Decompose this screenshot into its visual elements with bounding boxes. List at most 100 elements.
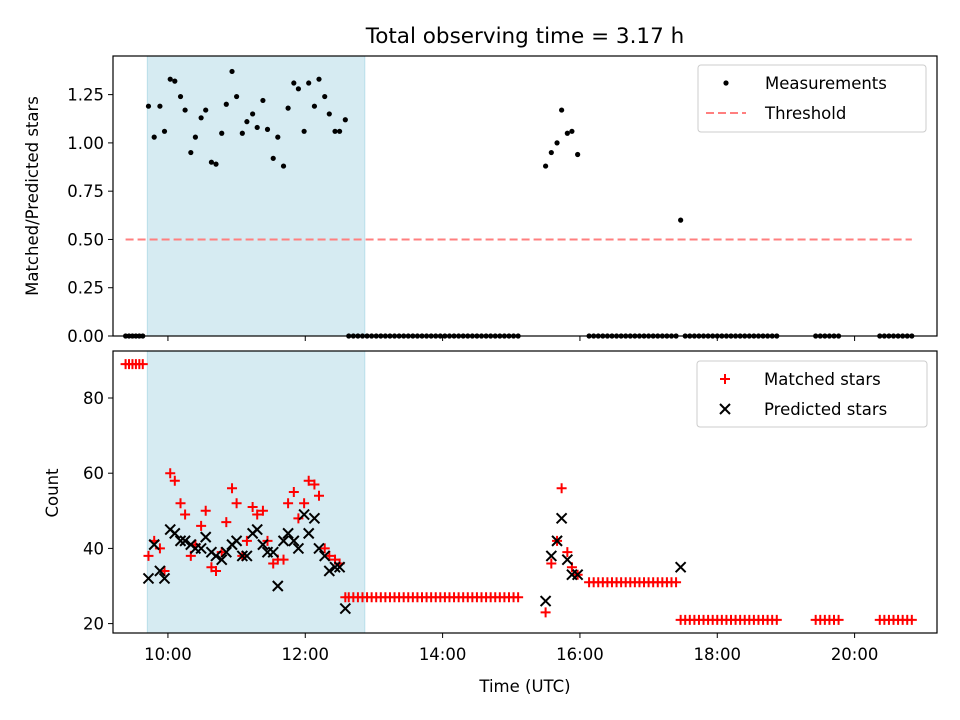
plot-frame-bottom (112, 350, 938, 634)
predicted-star-point (158, 572, 171, 585)
predicted-star-point (555, 512, 568, 525)
series-layer-bottom (120, 359, 917, 625)
measurement-point (177, 93, 184, 100)
measurement-point (337, 128, 343, 134)
measurement-point (213, 161, 219, 167)
measurement-point (182, 107, 188, 113)
measurement-point (239, 130, 245, 136)
measurement-point (198, 115, 204, 121)
matched-star-point (165, 468, 176, 479)
panel-top: 0.00 0.25 0.50 0.75 1.00 1.25 Matched/Predict… (23, 55, 938, 346)
matched-star-point (137, 359, 148, 370)
predicted-star-point (154, 565, 166, 577)
measurement-point (208, 159, 215, 165)
y-tick-label-bottom: 40 (83, 539, 104, 558)
matched-star-point (906, 614, 917, 625)
predicted-star-point (319, 550, 331, 562)
predicted-star-point (308, 512, 321, 525)
y-tick-label-top: 1.25 (67, 86, 104, 105)
predicted-star-point (241, 550, 253, 562)
y-tick-label-top: 0.25 (67, 279, 104, 298)
measurement-point (244, 119, 250, 125)
y-tick-label-bottom: 60 (83, 464, 104, 483)
predicted-star-point (313, 542, 325, 555)
measurement-point (564, 130, 570, 136)
legend-top: Measurements Threshold (697, 64, 927, 133)
measurement-point (223, 101, 229, 107)
y-axis-bottom: 20 40 60 80 (83, 389, 113, 634)
matched-star-point (252, 509, 263, 520)
legend-swatch (720, 374, 730, 384)
measurement-point (554, 140, 560, 146)
measurement-point (157, 103, 163, 109)
predicted-star-point (288, 535, 300, 547)
matched-star-point (180, 509, 191, 520)
measurement-point (192, 134, 198, 140)
matched-star-point (833, 614, 844, 625)
measurement-point (151, 134, 157, 140)
x-tick-label: 18:00 (693, 645, 741, 664)
legend-label: Predicted stars (764, 400, 887, 419)
y-tick-label-top: 0.00 (67, 327, 104, 346)
measurement-point (322, 93, 328, 100)
y-tick-label-top: 0.75 (67, 182, 104, 201)
measurement-point (342, 117, 348, 123)
matched-star-point (288, 487, 299, 497)
matched-star-point (257, 505, 268, 516)
measurement-point (229, 68, 235, 75)
x-axis-label: Time (UTC) (478, 677, 570, 696)
measurement-point (145, 103, 152, 109)
legend-label: Threshold (764, 104, 846, 123)
measurement-point (172, 78, 178, 84)
measurement-point (254, 124, 260, 131)
matched-star-point (771, 614, 782, 625)
matched-star-point (200, 505, 211, 516)
matched-star-point (196, 520, 207, 531)
matched-star-point (556, 483, 567, 494)
chart-title: Total observing time = 3.17 h (365, 24, 685, 49)
predicted-star-point (210, 550, 222, 562)
matched-star-point (169, 475, 180, 486)
measurement-point (316, 76, 322, 82)
predicted-star-point (298, 508, 310, 521)
x-tick-label: 20:00 (831, 645, 879, 664)
measurement-point (188, 149, 194, 156)
predicted-star-point (323, 565, 336, 577)
predicted-star-point (220, 546, 233, 558)
x-tick-label: 10:00 (144, 645, 192, 664)
shaded-region-top (146, 55, 366, 337)
y-axis-label-top: Matched/Predicted stars (23, 96, 42, 296)
measurement-point (264, 126, 271, 132)
measurement-point (326, 111, 332, 117)
x-axis-bottom: 10:00 12:00 14:00 16:00 18:00 20:00 (144, 633, 878, 664)
measurement-point (275, 134, 281, 140)
predicted-star-point (282, 527, 294, 540)
predicted-star-point (267, 546, 279, 558)
predicted-star-point (272, 580, 284, 592)
measurement-point (203, 107, 209, 113)
matched-star-point (319, 543, 330, 554)
x-tick-label: 14:00 (419, 645, 467, 664)
matched-star-point (283, 498, 294, 509)
legend-swatch (719, 403, 731, 415)
measurement-point (295, 86, 301, 92)
matched-star-point (299, 498, 310, 509)
x-tick-label: 16:00 (556, 645, 604, 664)
matched-star-point (211, 565, 221, 576)
predicted-star-point (257, 538, 269, 551)
measurement-point (548, 149, 554, 156)
legend-label: Matched stars (764, 370, 881, 389)
measurement-point (575, 151, 581, 158)
matched-star-point (247, 502, 258, 513)
matched-star-point (314, 490, 324, 501)
shaded-region-bottom (146, 350, 366, 634)
predicted-star-point (277, 535, 290, 547)
measurement-point (285, 105, 291, 111)
measurement-point (543, 163, 549, 169)
y-axis-top: 0.00 0.25 0.50 0.75 1.00 1.25 (67, 86, 113, 346)
plot-frame-top (112, 55, 938, 337)
matched-star-point (540, 607, 551, 618)
predicted-star-point (302, 527, 315, 540)
measurement-point (559, 107, 565, 113)
matched-star-point (303, 475, 314, 486)
